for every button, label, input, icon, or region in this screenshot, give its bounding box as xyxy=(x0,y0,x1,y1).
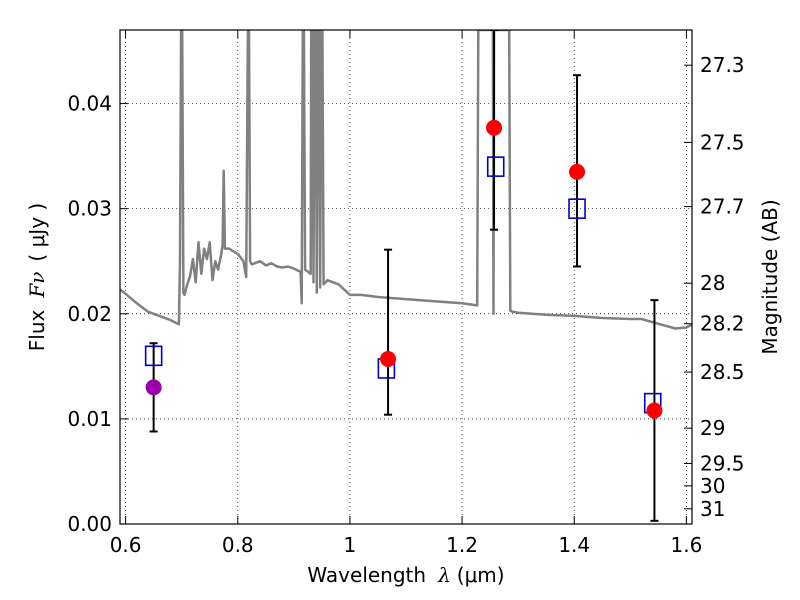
y2-tick-label: 30 xyxy=(700,474,725,498)
y2-tick-label: 28 xyxy=(700,271,725,295)
y2-tick-label: 31 xyxy=(700,497,725,521)
y2-tick-label: 28.2 xyxy=(700,312,745,336)
y-axis-title: FluxFν( μJy ) xyxy=(25,203,49,351)
y-tick-label: 0.00 xyxy=(67,512,112,536)
series-layer xyxy=(120,30,692,522)
spectrum-line xyxy=(120,30,692,330)
x-tick-label: 1.2 xyxy=(446,533,478,557)
model-square-marker xyxy=(486,156,505,177)
model-square-marker xyxy=(568,198,586,219)
y2-tick-label: 28.5 xyxy=(700,360,745,384)
data-point-marker xyxy=(380,350,397,367)
plot-frame xyxy=(119,29,693,525)
x-tick-label: 0.8 xyxy=(222,533,254,557)
y-tick-label: 0.03 xyxy=(67,197,112,221)
y2-axis-title: Magnitude (AB) xyxy=(758,199,782,354)
x-tick-label: 0.6 xyxy=(110,533,142,557)
plot-background xyxy=(120,30,692,524)
series-group xyxy=(120,30,692,522)
y-tick-label: 0.02 xyxy=(67,302,112,326)
model-square-marker xyxy=(144,345,163,367)
y2-tick-label: 29.5 xyxy=(700,452,745,476)
data-point-marker xyxy=(646,402,663,419)
y-tick-label: 0.04 xyxy=(67,92,112,116)
x-tick-label: 1.6 xyxy=(670,533,702,557)
x-axis-title: Wavelength λ (μm) xyxy=(307,563,504,587)
y2-tick-label: 29 xyxy=(700,416,725,440)
data-point-marker xyxy=(569,163,586,180)
y-tick-label: 0.01 xyxy=(67,407,112,431)
axis-ticks: 0.6 0.8 1 1.2 1.4 1.6 0.00 0.01 0.02 0.03 0.04 27.3… xyxy=(67,30,745,557)
x-tick-label: 1.4 xyxy=(558,533,590,557)
y2-tick-label: 27.3 xyxy=(700,53,745,77)
data-point-marker xyxy=(145,379,162,396)
data-point-marker xyxy=(486,119,503,136)
x-tick-label: 1 xyxy=(344,533,357,557)
y2-tick-label: 27.5 xyxy=(700,130,745,154)
y2-tick-label: 27.7 xyxy=(700,195,745,219)
